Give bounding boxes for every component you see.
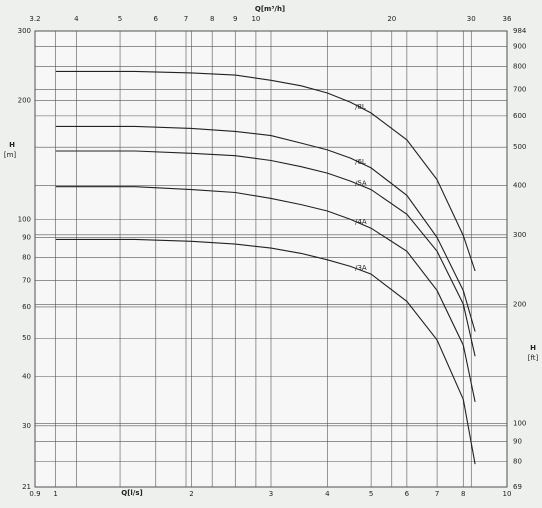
y-tick-label: 300 xyxy=(18,27,31,35)
y-tick-label: 90 xyxy=(22,233,31,241)
x2-axis-title: Q[m³/h] xyxy=(255,5,285,13)
y2-tick-label: 400 xyxy=(513,181,526,189)
x2-tick-label: 30 xyxy=(467,15,476,23)
y2-tick-label: 69 xyxy=(513,483,522,491)
x-tick-label: 5 xyxy=(369,490,373,498)
x2-tick-label: 9 xyxy=(233,15,237,23)
y-tick-label: 21 xyxy=(22,483,31,491)
x2-tick-label: 10 xyxy=(251,15,260,23)
curve xyxy=(55,125,476,332)
x-tick-label: 3 xyxy=(269,490,273,498)
x2-tick-label: 36 xyxy=(503,15,512,23)
x2-tick-label: 4 xyxy=(74,15,79,23)
curve xyxy=(55,186,476,403)
y2-tick-label: 500 xyxy=(513,143,526,151)
y-tick-label: 60 xyxy=(22,303,31,311)
x2-tick-label: 20 xyxy=(387,15,396,23)
y-tick-label: 200 xyxy=(18,97,31,105)
y-tick-label: 70 xyxy=(22,277,31,285)
y2-axis-unit: [ft] xyxy=(528,354,539,362)
x-tick-label: 1 xyxy=(53,490,57,498)
y2-tick-label: 200 xyxy=(513,300,526,308)
y2-tick-label: 100 xyxy=(513,419,526,427)
x-tick-label: 2 xyxy=(189,490,193,498)
curve-label: /6L xyxy=(355,158,366,166)
x-tick-label: 8 xyxy=(461,490,465,498)
curve-label: /4A xyxy=(355,218,367,226)
y2-tick-label: 300 xyxy=(513,231,526,239)
curve xyxy=(55,70,476,272)
y2-tick-label: 984 xyxy=(513,27,527,35)
y2-tick-label: 90 xyxy=(513,437,522,445)
y-axis-title: H xyxy=(9,141,15,149)
y2-axis-title: H xyxy=(530,344,536,352)
curve xyxy=(55,150,476,357)
y2-tick-label: 600 xyxy=(513,112,526,120)
y-tick-label: 80 xyxy=(22,254,31,262)
y-tick-label: 30 xyxy=(22,422,31,430)
y2-tick-label: 700 xyxy=(513,85,526,93)
y2-tick-label: 900 xyxy=(513,42,526,50)
curve-label: /3A xyxy=(355,264,367,272)
curve-label: /8L xyxy=(355,103,366,111)
curve xyxy=(55,238,476,465)
x-tick-label: 4 xyxy=(325,490,330,498)
x-tick-label: 7 xyxy=(435,490,439,498)
x2-tick-label: 3.2 xyxy=(29,15,40,23)
x-tick-label: 6 xyxy=(405,490,410,498)
y-axis-unit: [m] xyxy=(4,151,17,159)
x2-tick-label: 6 xyxy=(154,15,159,23)
x-axis-title: Q[l/s] xyxy=(121,489,142,497)
x2-tick-label: 5 xyxy=(118,15,122,23)
y-tick-label: 100 xyxy=(18,215,31,223)
x2-tick-label: 8 xyxy=(210,15,214,23)
y2-tick-label: 80 xyxy=(513,458,522,466)
x-tick-label: 0.9 xyxy=(29,490,40,498)
curve-label: /5A xyxy=(355,180,367,188)
y-tick-label: 50 xyxy=(22,334,31,342)
x2-tick-label: 7 xyxy=(184,15,188,23)
y2-tick-label: 800 xyxy=(513,63,526,71)
y-tick-label: 40 xyxy=(22,373,31,381)
x-tick-label: 10 xyxy=(503,490,512,498)
